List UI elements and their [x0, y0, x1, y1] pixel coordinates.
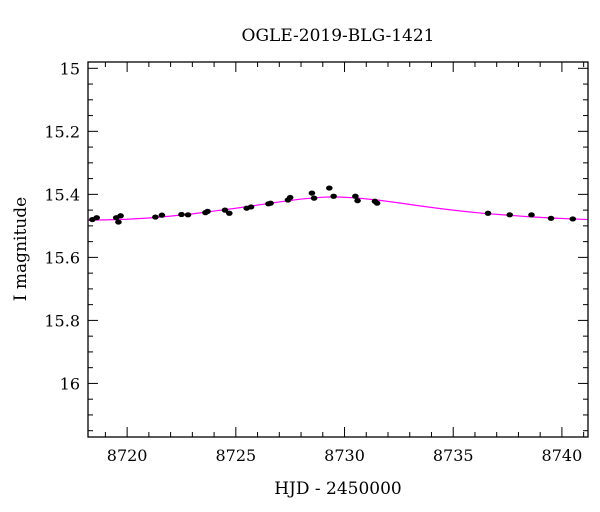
data-point: [528, 212, 535, 218]
y-tick-label: 15: [60, 59, 80, 78]
y-tick-label: 16: [60, 374, 80, 393]
data-point: [93, 215, 100, 221]
y-tick-label: 15.4: [44, 185, 80, 204]
plot-frame: [87, 61, 589, 438]
data-point: [569, 216, 577, 222]
data-point: [204, 208, 211, 214]
data-point: [117, 213, 124, 219]
x-tick-label: 8735: [433, 446, 474, 465]
data-point: [267, 200, 274, 206]
data-point: [484, 210, 492, 216]
data-point: [308, 190, 316, 196]
data-point: [310, 195, 318, 201]
x-tick-label: 8740: [542, 446, 583, 465]
x-tick-label: 8725: [215, 446, 256, 465]
x-tick-label: 8730: [324, 446, 365, 465]
data-point: [330, 193, 337, 199]
data-point: [354, 198, 361, 204]
data-point: [286, 194, 294, 201]
data-point: [226, 210, 233, 216]
y-tick-label: 15.8: [44, 311, 80, 330]
data-point: [178, 211, 185, 218]
axis-ticks: [88, 62, 588, 437]
tick-labels: 8720 8725 8730 8735 8740 15 15.2 15.4 15.6 15.8 16: [44, 59, 582, 465]
data-point: [326, 185, 333, 191]
data-points-layer: [89, 185, 577, 225]
y-tick-label: 15.6: [44, 248, 80, 267]
data-point: [158, 212, 166, 218]
data-point: [221, 207, 229, 213]
data-point: [152, 214, 159, 220]
data-point: [184, 212, 192, 218]
data-point: [506, 212, 514, 218]
data-point: [247, 204, 255, 210]
data-point: [115, 219, 122, 225]
chart-title: OGLE-2019-BLG-1421: [242, 26, 435, 46]
x-axis-label: HJD - 2450000: [274, 479, 402, 499]
x-tick-label: 8720: [107, 446, 148, 465]
y-tick-label: 15.2: [44, 122, 80, 141]
data-point: [352, 193, 359, 199]
data-point: [373, 200, 381, 206]
y-axis-label: I magnitude: [11, 197, 31, 301]
data-point: [547, 215, 555, 221]
